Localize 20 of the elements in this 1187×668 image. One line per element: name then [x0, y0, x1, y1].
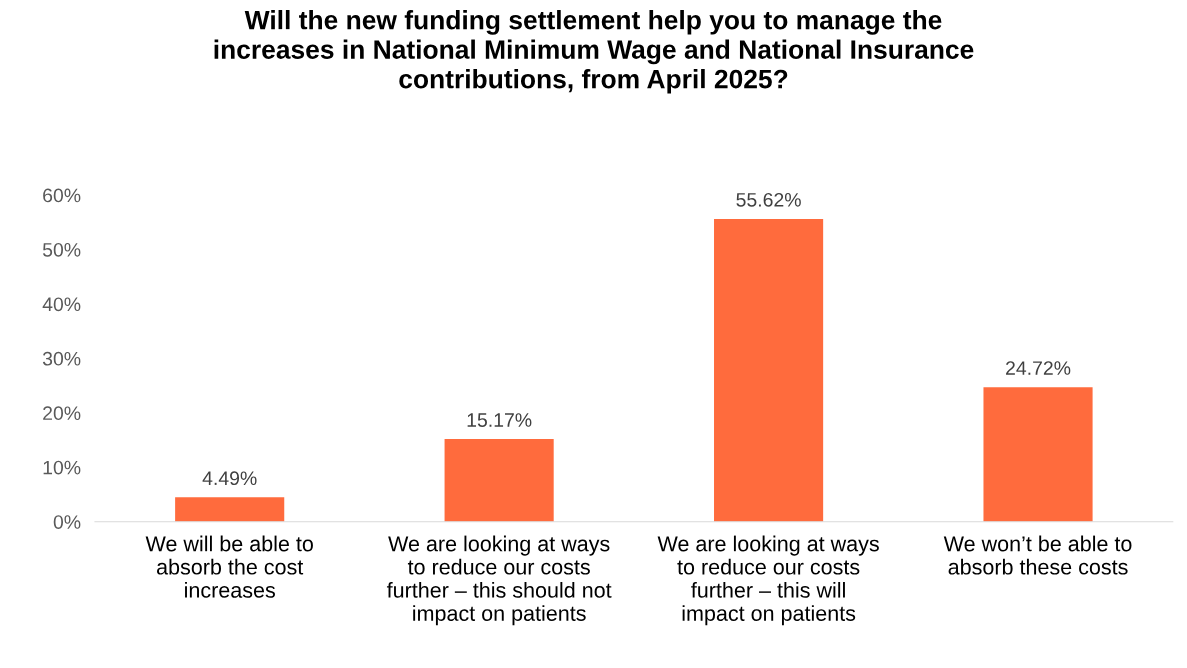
data-label: 24.72% — [1006, 361, 1071, 375]
data-label: 15.17% — [467, 413, 532, 427]
x-tick-label: We are looking at ways to reduce our costs further – this will impact on patients — [657, 535, 879, 626]
bar — [714, 218, 824, 522]
bar — [175, 497, 285, 522]
data-label: 4.49% — [202, 471, 257, 486]
chart-title: Will the new funding settlement help you to manage the increases in National Minimum Wage and National Insurance contributions, from April 2025? — [214, 10, 974, 94]
y-tick-label: 0% — [53, 515, 81, 529]
y-tick-label: 40% — [42, 297, 81, 312]
y-tick-label: 20% — [43, 406, 81, 421]
x-tick-label: We won’t be able to absorb these costs — [943, 535, 1132, 575]
y-tick-label: 30% — [42, 351, 81, 366]
x-tick-label: We will be able to absorb the cost increases — [145, 535, 313, 598]
y-tick-label: 50% — [42, 242, 81, 257]
data-label: 55.62% — [736, 192, 801, 207]
y-tick-label: 60% — [43, 188, 81, 203]
bar — [444, 439, 554, 522]
y-tick-label: 10% — [43, 460, 81, 475]
x-tick-label: We are looking at ways to reduce our costs further – this should not impact on patients — [386, 535, 612, 626]
bar — [983, 387, 1093, 522]
